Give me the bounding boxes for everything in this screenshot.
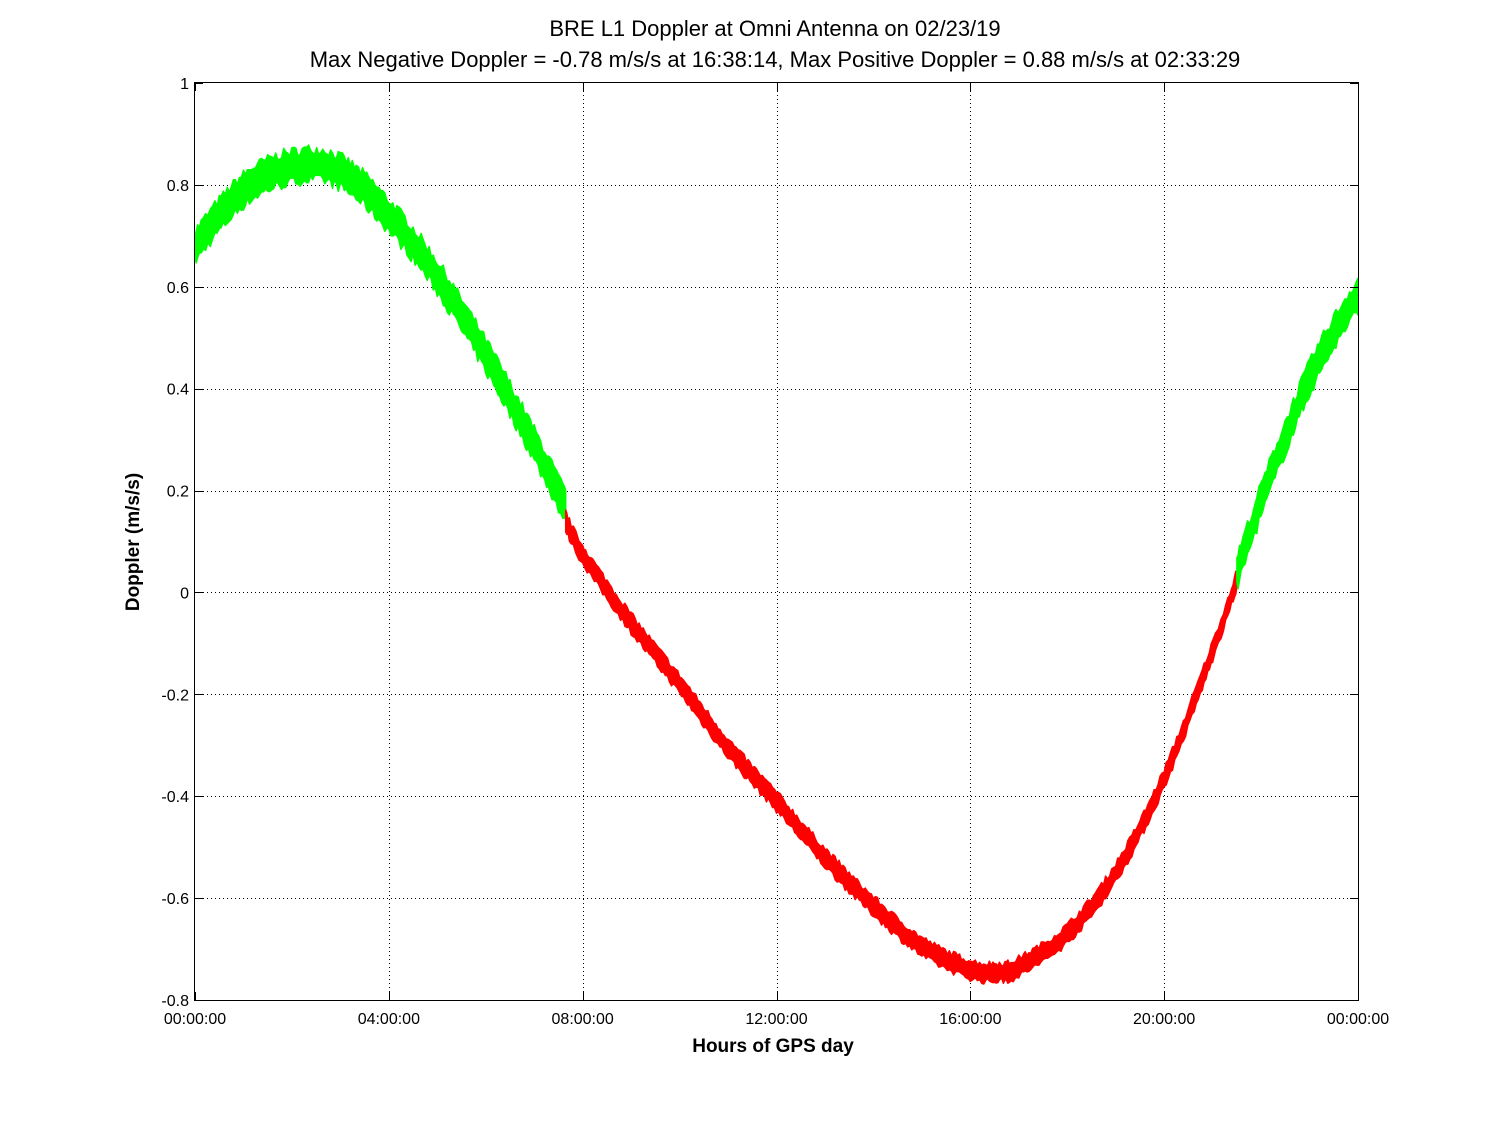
y-tick-label: -0.2 — [161, 687, 189, 704]
y-tick-label: 0 — [180, 585, 189, 602]
series-band-0 — [194, 144, 567, 521]
y-tick-label: 0.4 — [167, 382, 189, 399]
x-tick-label: 08:00:00 — [552, 1011, 614, 1028]
data-bands — [194, 144, 1359, 985]
chart-subtitle: Max Negative Doppler = -0.78 m/s/s at 16… — [310, 47, 1241, 72]
plot-frame — [194, 82, 1359, 1001]
y-tick-labels: -0.8 -0.6 -0.4 -0.2 0 0.2 0.4 0.6 0.8 1 — [161, 76, 189, 1010]
x-axis-label: Hours of GPS day — [692, 1036, 854, 1057]
y-tick-label: 0.2 — [167, 484, 189, 501]
grid-lines — [195, 83, 1358, 1000]
series-band-2 — [1236, 277, 1359, 590]
y-axis-label: Doppler (m/s/s) — [123, 473, 144, 611]
x-tick-label: 00:00:00 — [164, 1011, 226, 1028]
x-tick-label: 00:00:00 — [1327, 1011, 1389, 1028]
x-tick-label: 16:00:00 — [939, 1011, 1001, 1028]
series-band-1 — [564, 509, 1238, 985]
x-tick-label: 12:00:00 — [745, 1011, 807, 1028]
y-tick-label: 0.8 — [167, 178, 189, 195]
y-tick-label: 1 — [180, 76, 189, 93]
y-tick-label: -0.6 — [161, 891, 189, 908]
y-tick-label: -0.4 — [161, 789, 189, 806]
y-tick-label: 0.6 — [167, 280, 189, 297]
y-tick-label: -0.8 — [161, 993, 189, 1010]
x-tick-label: 04:00:00 — [358, 1011, 420, 1028]
axis-ticks — [195, 83, 1359, 1001]
x-tick-label: 20:00:00 — [1133, 1011, 1195, 1028]
x-tick-labels: 00:00:00 04:00:00 08:00:00 12:00:00 16:00:00… — [164, 1011, 1389, 1028]
chart-title: BRE L1 Doppler at Omni Antenna on 02/23/… — [549, 16, 1000, 41]
